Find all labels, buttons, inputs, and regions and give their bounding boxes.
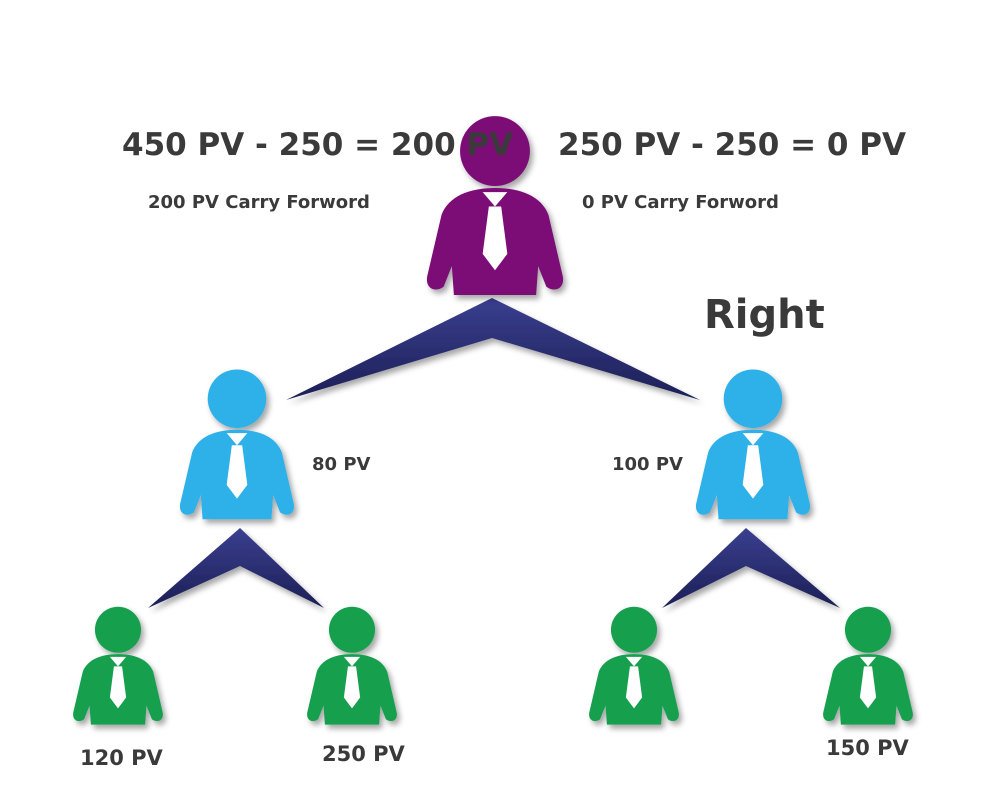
left-right-member-pv: 250 PV bbox=[322, 742, 405, 766]
person-icon bbox=[695, 369, 811, 520]
person-icon bbox=[823, 606, 913, 725]
left-member-pv: 80 PV bbox=[312, 454, 371, 475]
right-right-member-pv: 150 PV bbox=[826, 736, 909, 760]
right-side-label: Right bbox=[704, 292, 825, 338]
person-icon bbox=[307, 606, 397, 725]
connector-root bbox=[286, 298, 700, 400]
left-left-member-pv: 120 PV bbox=[80, 746, 163, 770]
left-right-member bbox=[307, 606, 397, 725]
right-carry-forward: 0 PV Carry Forword bbox=[582, 192, 779, 213]
connector-right bbox=[662, 528, 840, 608]
connector-left bbox=[148, 528, 324, 608]
right-equation: 250 PV - 250 = 0 PV bbox=[558, 127, 907, 163]
left-left-member bbox=[73, 606, 163, 725]
right-member-pv: 100 PV bbox=[612, 454, 683, 475]
person-icon bbox=[73, 606, 163, 725]
left-equation: 450 PV - 250 = 200 PV bbox=[122, 127, 514, 163]
right-member bbox=[695, 369, 811, 520]
right-right-member bbox=[823, 606, 913, 725]
left-carry-forward: 200 PV Carry Forword bbox=[148, 192, 370, 213]
right-left-member bbox=[589, 606, 679, 725]
person-icon bbox=[589, 606, 679, 725]
person-icon bbox=[179, 369, 295, 520]
left-member bbox=[179, 369, 295, 520]
